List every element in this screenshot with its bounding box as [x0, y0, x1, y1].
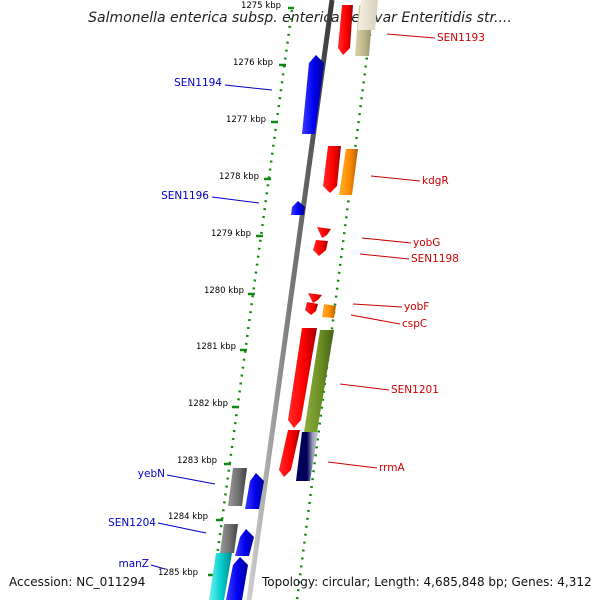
gene-features	[209, 0, 378, 600]
gene-navy-block[interactable]	[296, 432, 318, 481]
gene-blue-bottom[interactable]	[226, 557, 248, 600]
gene-yebN-arrow[interactable]	[245, 473, 264, 509]
label-SEN1198[interactable]: SEN1198	[411, 253, 459, 265]
label-rrmA[interactable]: rrmA	[379, 462, 405, 474]
ruler-label: 1276 kbp	[233, 58, 273, 68]
outer-dotted-line-left	[209, 9, 294, 600]
label-yobG[interactable]: yobG	[413, 237, 440, 249]
label-SEN1196[interactable]: SEN1196	[161, 190, 209, 202]
label-SEN1204[interactable]: SEN1204	[108, 517, 156, 529]
gene-SEN1198-arrow[interactable]	[313, 240, 328, 256]
label-SEN1194[interactable]: SEN1194	[174, 77, 222, 89]
gene-yobG-arrow[interactable]	[317, 227, 331, 238]
ruler-label: 1275 kbp	[241, 1, 281, 11]
ruler-label: 1280 kbp	[204, 286, 244, 296]
outer-dotted-line-right	[295, 9, 375, 600]
gene-red-small[interactable]	[305, 302, 318, 315]
label-yebN[interactable]: yebN	[138, 468, 165, 480]
ruler-label: 1282 kbp	[188, 399, 228, 409]
label-kdgR[interactable]: kdgR	[422, 175, 449, 187]
gene-gray-block-2[interactable]	[220, 524, 238, 553]
topology-text: Topology: circular; Length: 4,685,848 bp…	[262, 575, 592, 589]
gene-SEN1204-arrow[interactable]	[235, 529, 254, 556]
label-manZ[interactable]: manZ	[118, 558, 149, 570]
leader-lines	[150, 33, 436, 570]
label-SEN1201[interactable]: SEN1201	[391, 384, 439, 396]
gene-gray-block-1[interactable]	[228, 468, 247, 506]
accession-text: Accession: NC_011294	[9, 575, 146, 589]
ruler-label: 1284 kbp	[168, 512, 208, 522]
ruler-label: 1283 kbp	[177, 456, 217, 466]
map-title: Salmonella enterica subsp. enterica sero…	[88, 10, 512, 26]
gene-SEN1201-arrow[interactable]	[288, 328, 317, 428]
gene-SEN1193-arrow[interactable]	[338, 5, 353, 55]
gene-kdgR-arrow[interactable]	[323, 146, 341, 193]
gene-rrmA-arrow[interactable]	[279, 430, 300, 477]
ruler-label: 1285 kbp	[158, 568, 198, 578]
gene-yobF-arrow[interactable]	[308, 293, 322, 303]
ruler-label: 1281 kbp	[196, 342, 236, 352]
gene-orange-kdgR[interactable]	[339, 149, 358, 195]
gene-SEN1194-arrow[interactable]	[302, 55, 324, 134]
ruler-label: 1279 kbp	[211, 229, 251, 239]
ruler-label: 1277 kbp	[226, 115, 266, 125]
label-SEN1193[interactable]: SEN1193	[437, 32, 485, 44]
gene-SEN1196-arrow[interactable]	[291, 201, 305, 215]
ruler-label: 1278 kbp	[219, 172, 259, 182]
label-yobF[interactable]: yobF	[404, 301, 429, 313]
label-cspC[interactable]: cspC	[402, 318, 427, 330]
gene-cspC-block[interactable]	[322, 304, 336, 318]
gene-manZ-block[interactable]	[209, 553, 232, 600]
gene-olive-block[interactable]	[304, 330, 334, 432]
gene-adjacent-beige[interactable]	[358, 0, 378, 30]
